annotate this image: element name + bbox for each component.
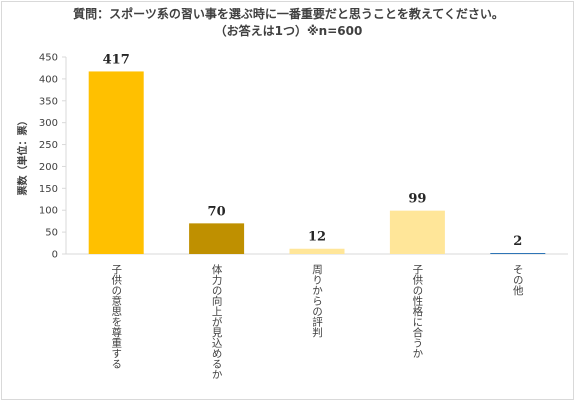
chart-title-block: 質問：スポーツ系の習い事を選ぶ時に一番重要だと思うことを教えてください。 （お答… — [0, 6, 577, 40]
y-tick-label: 200 — [39, 162, 58, 173]
data-labels: 417 70 12 99 2 — [103, 52, 523, 249]
category-labels: 子供の意思を尊重する 体力の向上が見込めるか 周りからの評判 子供の性格に合うか その他 — [110, 264, 524, 380]
category-label-1: 子供の意思を尊重する — [110, 264, 122, 369]
data-label-2: 70 — [208, 204, 226, 219]
category-label-3: 周りからの評判 — [311, 264, 323, 338]
y-tick-label: 350 — [39, 96, 58, 107]
bar-3 — [289, 248, 345, 254]
category-label-5: その他 — [512, 264, 524, 296]
y-tick-label: 400 — [39, 74, 58, 85]
data-label-5: 2 — [513, 234, 522, 249]
category-label-2: 体力の向上が見込めるか — [211, 264, 223, 380]
data-label-1: 417 — [103, 52, 130, 67]
y-tick-label: 300 — [39, 118, 58, 129]
data-label-4: 99 — [408, 192, 426, 207]
y-tick-label: 150 — [39, 184, 58, 195]
chart-title: 質問：スポーツ系の習い事を選ぶ時に一番重要だと思うことを教えてください。 — [73, 7, 504, 21]
bar-1 — [88, 71, 144, 255]
y-axis: 0 50 100 150 200 250 300 350 400 450 — [39, 53, 568, 261]
bars — [88, 71, 546, 255]
y-tick-label: 50 — [45, 228, 58, 239]
y-tick-label: 100 — [39, 206, 58, 217]
category-label-4: 子供の性格に合うか — [411, 264, 423, 359]
y-axis-label: 票数（単位：票） — [16, 116, 29, 196]
bar-5 — [490, 253, 546, 254]
chart-subtitle: （お答えは1つ）※n=600 — [214, 24, 363, 38]
data-label-3: 12 — [308, 230, 326, 245]
y-tick-label: 0 — [52, 250, 58, 261]
y-tick-label: 450 — [39, 53, 58, 64]
bar-4 — [389, 210, 445, 254]
y-tick-label: 250 — [39, 140, 58, 151]
bar-2 — [189, 223, 245, 254]
